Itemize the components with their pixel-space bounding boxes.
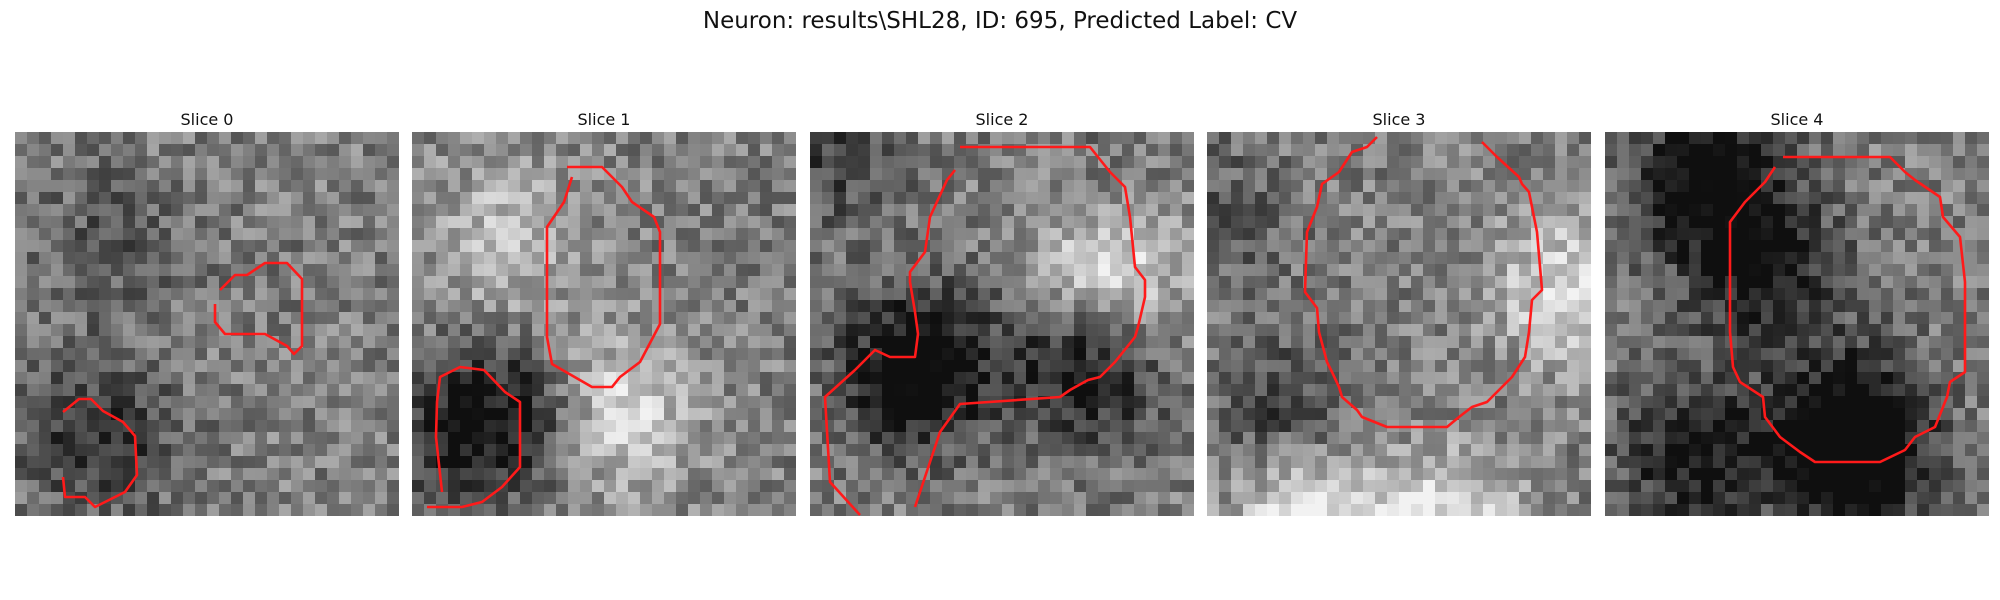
slice-image-0 (15, 132, 399, 516)
pixel-grid (1207, 132, 1591, 516)
slice-panel-2: Slice 2 (810, 108, 1194, 516)
slice-image-2 (810, 132, 1194, 516)
roi-contour (1728, 155, 1967, 464)
roi-contours (1303, 136, 1544, 429)
slice-title: Slice 0 (180, 110, 234, 129)
slice-panel-1: Slice 1 (412, 108, 796, 516)
roi-contour (913, 145, 1147, 508)
roi-contour (545, 165, 662, 389)
roi-contours (61, 261, 304, 509)
pixel-grid (810, 132, 1194, 516)
slice-title: Slice 3 (1372, 110, 1426, 129)
roi-contours (823, 145, 1147, 516)
figure-title: Neuron: results\SHL28, ID: 695, Predicte… (702, 8, 1298, 34)
slice-panel-4: Slice 4 (1605, 108, 1989, 516)
roi-contours (1728, 155, 1967, 464)
roi-contour (213, 261, 304, 356)
slice-panel-0: Slice 0 (15, 108, 399, 516)
pixel-grid (412, 132, 796, 516)
slice-title: Slice 1 (577, 110, 631, 129)
roi-contour (427, 365, 522, 509)
slice-image-3 (1207, 132, 1591, 516)
roi-contour (1303, 136, 1544, 429)
slice-title: Slice 2 (975, 110, 1029, 129)
slice-image-4 (1605, 132, 1989, 516)
roi-contours (427, 165, 662, 509)
slice-image-1 (412, 132, 796, 516)
slice-title: Slice 4 (1770, 110, 1824, 129)
slice-panel-3: Slice 3 (1207, 108, 1591, 516)
pixel-grid (15, 132, 399, 516)
pixel-grid (1605, 132, 1989, 516)
roi-contour (823, 169, 957, 516)
roi-contour (61, 397, 139, 509)
